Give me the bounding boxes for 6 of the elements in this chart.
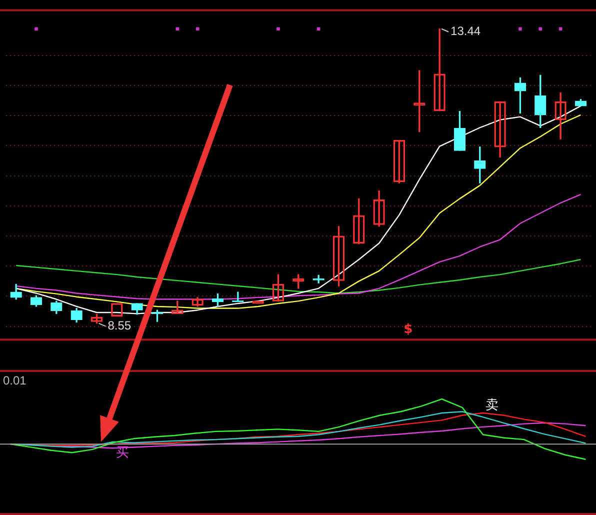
annotation: 13.44 [450, 24, 481, 38]
annotation: 8.55 [108, 318, 132, 333]
annotation: 买 [116, 445, 130, 460]
annotation: $ [404, 322, 413, 338]
annotation: 卖 [486, 398, 499, 414]
text: 0.01 [2, 373, 27, 388]
